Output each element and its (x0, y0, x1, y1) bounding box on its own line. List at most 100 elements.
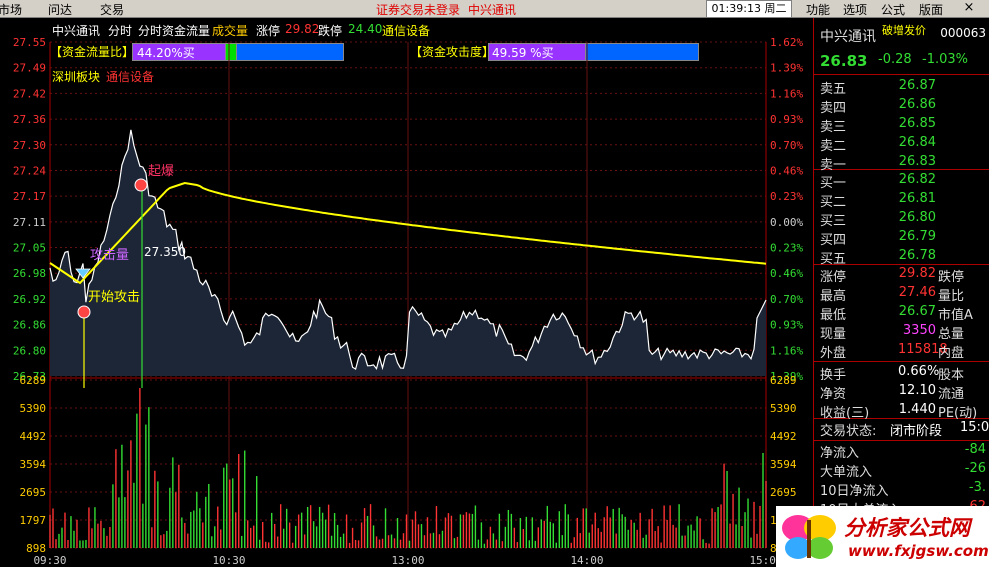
bid-label: 买三 (820, 214, 847, 229)
stat-label: 现量 (820, 327, 847, 342)
price-tick-label: 27.49 (13, 62, 46, 75)
pct-tick-label: 0.70% (770, 293, 803, 306)
menu-layout[interactable]: 版面 (919, 3, 944, 17)
attack-volume-annotation: 攻击量 (90, 248, 130, 263)
stat2-row: 收益(三) 1.440 PE(动) (814, 402, 989, 421)
price-tick-label: 26.86 (13, 319, 46, 332)
stat-row: 涨停 29.82 跌停 (814, 266, 989, 285)
bid-label: 买一 (820, 176, 847, 191)
bid-value: 26.82 (898, 172, 936, 187)
price-tick-label: 26.98 (13, 267, 46, 280)
logo-url: www.fxjgsw.com (848, 542, 989, 560)
stat-value: 29.82 (898, 266, 936, 281)
burst-marker-icon (134, 178, 148, 192)
ask-value: 26.87 (898, 78, 936, 93)
vol-tick-label: 4492 (20, 430, 47, 443)
diamond-marker-icon (75, 268, 91, 279)
pct-tick-label: 0.46% (770, 164, 803, 177)
pct-tick-label: 0.93% (770, 113, 803, 126)
flow-ratio-bar-sell (236, 43, 344, 61)
stat-label: 涨停 (820, 270, 847, 285)
menu-market[interactable]: 市场 (0, 3, 23, 17)
pct-tick-label: 0.00% (770, 216, 803, 229)
bid-row: 买四 26.79 (814, 229, 989, 248)
quote-price: 26.83 (820, 52, 868, 70)
bid-row: 买二 26.81 (814, 191, 989, 210)
stat-row: 最高 27.46 量比 (814, 285, 989, 304)
tab-intraday[interactable]: 分时 (108, 24, 133, 38)
flow-value: -26 (964, 461, 986, 476)
stock-link[interactable]: 中兴通讯 (468, 3, 517, 17)
quote-change: -0.28 (878, 52, 912, 67)
flow-ratio-label: 【资金流量比】 (50, 45, 135, 59)
start-marker-icon (77, 305, 91, 319)
stat2-label: 收益(三) (820, 406, 870, 421)
pct-tick-label: 0.23% (770, 190, 803, 203)
menu-function[interactable]: 功能 (806, 3, 831, 17)
ask-value: 26.85 (898, 116, 936, 131)
bid-label: 买二 (820, 195, 847, 210)
pct-tick-label: 1.39% (770, 62, 803, 75)
flow-row: 大单流入 -26 (814, 461, 989, 480)
menu-formula[interactable]: 公式 (881, 3, 906, 17)
start-attack-annotation: 开始攻击 (88, 290, 141, 305)
stat-label2: 内盘 (938, 346, 965, 361)
stat2-row: 换手 0.66% 股本 (814, 364, 989, 383)
ask-row: 卖二 26.84 (814, 135, 989, 154)
bid-value: 26.81 (898, 191, 936, 206)
tab-fund-flow[interactable]: 分时资金流量 (138, 24, 211, 38)
tab-volume[interactable]: 成交量 (212, 24, 249, 38)
intraday-chart[interactable]: 中兴通讯 分时 分时资金流量 成交量 涨停 29.82 跌停 24.40 通信设… (0, 18, 812, 567)
close-icon[interactable]: × (963, 0, 975, 15)
block-name: 通信设备 (106, 70, 155, 84)
quote-code: 000063 (940, 26, 986, 40)
status-time: 15:0 (960, 420, 989, 435)
price-tick-label: 27.05 (13, 242, 46, 255)
vol-tick-label: 5390 (20, 402, 47, 415)
site-logo: 分析家公式网 www.fxjgsw.com (776, 506, 989, 567)
ask-row: 卖三 26.85 (814, 116, 989, 135)
price-tick-label: 27.55 (13, 36, 46, 49)
butterfly-logo-icon (782, 515, 836, 559)
time-tick-label: 14:00 (570, 554, 603, 567)
login-warning[interactable]: 证券交易未登录 (376, 3, 461, 17)
pct-tick-label: 0.93% (770, 319, 803, 332)
pct-tick-label: 1.39% (770, 370, 803, 383)
stat-row: 外盘 115818 内盘 (814, 342, 989, 361)
quote-stock-name: 中兴通讯 (820, 29, 876, 45)
bid-row: 买一 26.82 (814, 172, 989, 191)
stat-value: 26.67 (898, 304, 936, 319)
status-value: 闭市阶段 (890, 424, 943, 439)
flow-label: 净流入 (820, 446, 860, 461)
stat-label2: 跌停 (938, 270, 965, 285)
bid-value: 26.79 (898, 229, 936, 244)
stat2-label2: 流通 (938, 387, 965, 402)
ask-label: 卖五 (820, 82, 847, 97)
flow-ratio-value: 44.20%买 (137, 46, 195, 60)
quote-badge: 破增发价 (882, 24, 926, 37)
ask-label: 卖四 (820, 101, 847, 116)
menu-trade[interactable]: 交易 (100, 3, 125, 17)
stat-label: 最低 (820, 308, 847, 323)
price-tick-label: 27.17 (13, 190, 46, 203)
price-tick-label: 27.11 (13, 216, 46, 229)
stat-label2: 市值A (938, 308, 973, 323)
stat2-value: 1.440 (898, 402, 936, 417)
bid-value: 26.80 (898, 210, 936, 225)
block-label: 深圳板块 (52, 70, 101, 84)
limit-down-value: 24.40 (348, 22, 383, 36)
flow-row: 净流入 -84 (814, 442, 989, 461)
menu-wenda[interactable]: 问达 (48, 3, 73, 17)
time-tick-label: 09:30 (33, 554, 66, 567)
price-tick-label: 26.92 (13, 293, 46, 306)
ask-label: 卖三 (820, 120, 847, 135)
menu-options[interactable]: 选项 (843, 3, 868, 17)
time-tick-label: 10:30 (212, 554, 245, 567)
vol-tick-label-right: 6289 (770, 374, 797, 387)
price-tick-label: 26.73 (13, 370, 46, 383)
limit-up-label: 涨停 (256, 24, 281, 38)
pct-tick-label: 1.16% (770, 87, 803, 100)
pct-tick-label: 0.46% (770, 267, 803, 280)
time-tick-label: 13:00 (391, 554, 424, 567)
pct-tick-label: 1.16% (770, 344, 803, 357)
